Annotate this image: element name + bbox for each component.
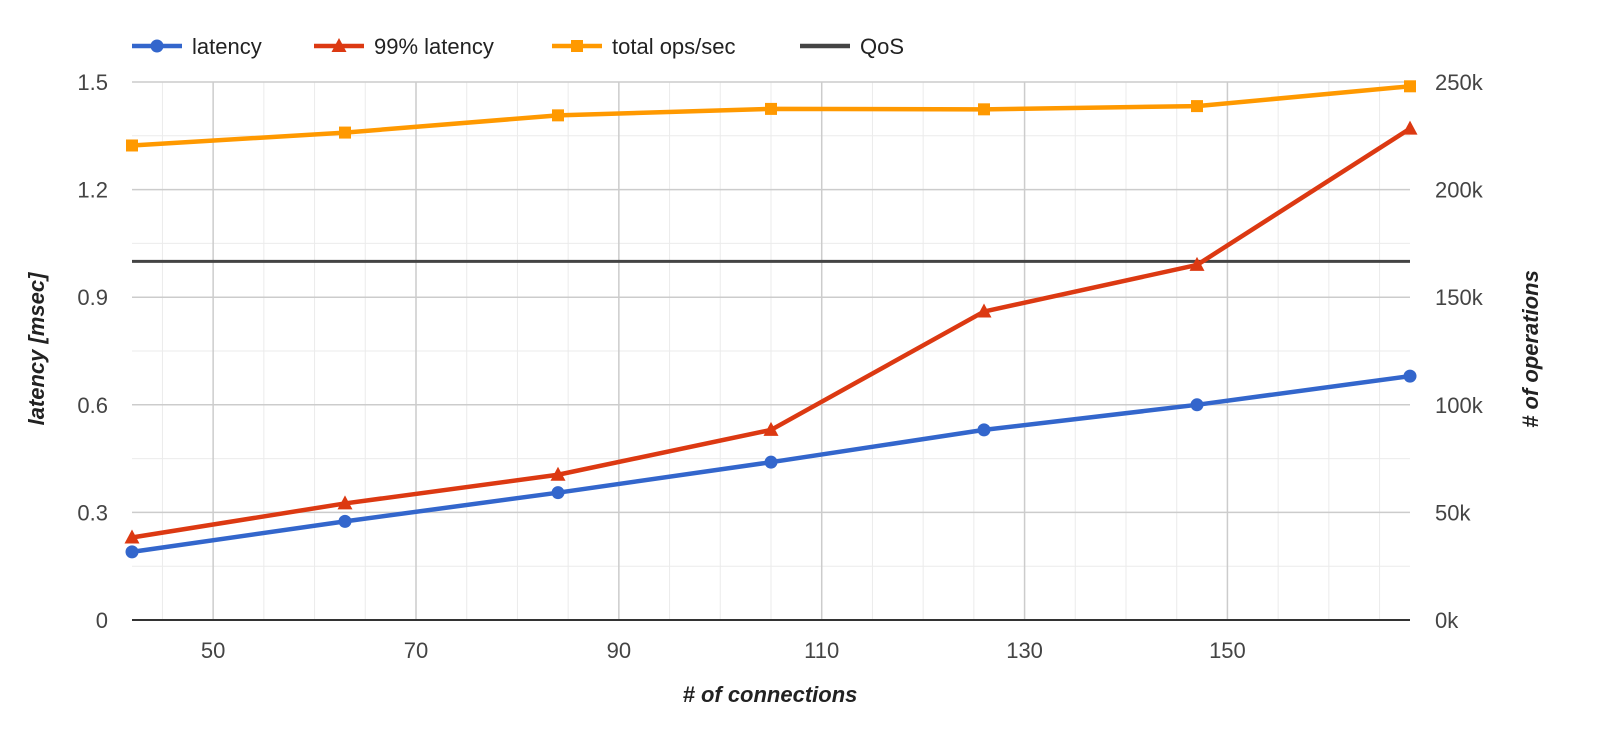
series-99-latency <box>124 120 1418 544</box>
data-point <box>1190 398 1204 412</box>
grid <box>132 81 1410 620</box>
y-tick-label: 0.9 <box>77 285 108 310</box>
data-point <box>551 486 565 500</box>
data-point <box>976 303 992 318</box>
x-tick-label: 70 <box>404 638 428 663</box>
y-tick-label: 0.6 <box>77 393 108 418</box>
legend-item: latency <box>132 34 262 59</box>
x-axis-title: # of connections <box>683 682 858 707</box>
legend-item: 99% latency <box>314 34 494 59</box>
series-total-ops-sec <box>126 80 1416 152</box>
y2-tick-label: 150k <box>1435 285 1484 310</box>
y2-tick-label: 50k <box>1435 500 1471 525</box>
legend-marker <box>571 40 583 52</box>
data-point <box>125 545 139 559</box>
data-point <box>339 126 351 139</box>
data-point <box>1191 100 1203 113</box>
data-point <box>765 102 777 115</box>
data-point <box>978 103 990 116</box>
data-point <box>763 421 779 436</box>
y2-tick-label: 100k <box>1435 393 1484 418</box>
series-latency <box>125 369 1417 559</box>
legend-label: total ops/sec <box>612 34 736 59</box>
x-tick-label: 110 <box>804 638 839 663</box>
legend-item: QoS <box>800 34 904 59</box>
series-lines <box>124 80 1418 559</box>
legend-item: total ops/sec <box>552 34 736 59</box>
x-tick-label: 90 <box>607 638 631 663</box>
legend-marker <box>331 38 347 52</box>
data-point <box>552 109 564 122</box>
x-tick-label: 130 <box>1006 638 1043 663</box>
data-point <box>1189 256 1205 271</box>
y2-tick-label: 200k <box>1435 178 1484 203</box>
tick-labels: 50 70 90 110 130 150 0 0.3 0.6 0.9 1.2 1.5 0k 50k 100k… <box>77 70 1483 663</box>
y-tick-label: 0 <box>96 608 108 633</box>
y-axis-title: latency [msec] <box>24 272 49 426</box>
data-point <box>338 514 352 528</box>
data-point <box>764 455 778 469</box>
data-point <box>124 529 140 544</box>
y2-axis-title: # of operations <box>1518 270 1543 428</box>
data-point <box>977 423 991 437</box>
y2-tick-label: 0k <box>1435 608 1459 633</box>
legend-label: QoS <box>860 34 904 59</box>
data-point <box>550 466 566 481</box>
x-tick-label: 50 <box>201 638 225 663</box>
legend-label: 99% latency <box>374 34 494 59</box>
x-tick-label: 150 <box>1209 638 1246 663</box>
data-point <box>126 139 138 152</box>
data-point <box>337 495 353 510</box>
data-point <box>1403 369 1417 383</box>
y2-tick-label: 250k <box>1435 70 1484 95</box>
legend-marker <box>150 39 164 53</box>
y-tick-label: 1.5 <box>77 70 108 95</box>
y-tick-label: 1.2 <box>77 178 108 203</box>
legend-label: latency <box>192 34 262 59</box>
y-tick-label: 0.3 <box>77 500 108 525</box>
data-point <box>1404 80 1416 93</box>
data-point <box>1402 120 1418 135</box>
legend: latency 99% latency total ops/sec QoS <box>132 34 904 59</box>
